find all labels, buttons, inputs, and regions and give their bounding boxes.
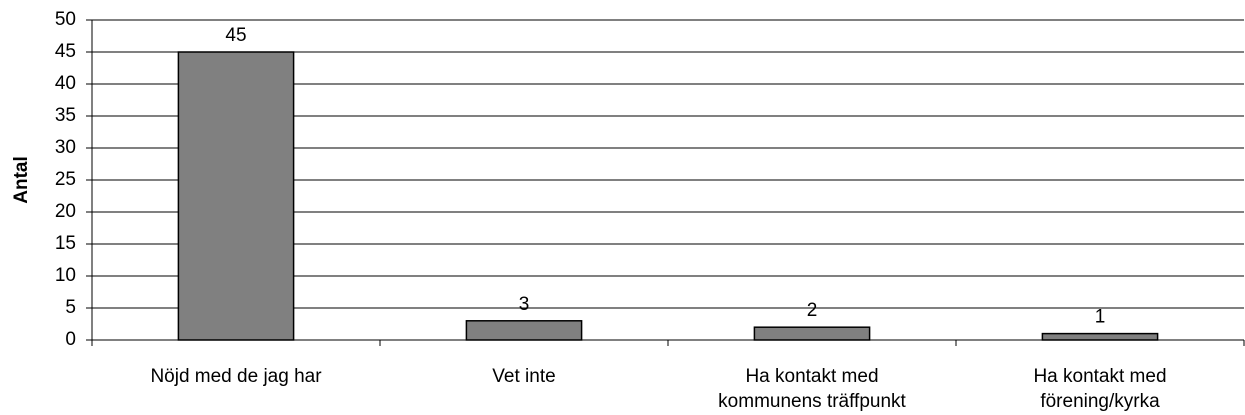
y-tick-label: 5	[65, 297, 76, 318]
data-label: 3	[519, 294, 530, 315]
bar	[753, 326, 871, 341]
x-tick-label: Ha kontakt med	[745, 366, 878, 387]
y-tick-label: 35	[55, 105, 76, 126]
y-tick-label: 15	[55, 233, 76, 254]
y-tick-label: 50	[55, 9, 76, 30]
data-label: 1	[1095, 307, 1106, 328]
x-tick-label: förening/kyrka	[1040, 391, 1160, 412]
x-tick-label: kommunens träffpunkt	[718, 391, 906, 412]
y-tick-label: 45	[55, 41, 76, 62]
y-tick-label: 10	[55, 265, 76, 286]
x-tick-label: Ha kontakt med	[1033, 366, 1166, 387]
y-tick-label: 30	[55, 137, 76, 158]
bar	[177, 51, 295, 341]
y-tick-label: 0	[65, 329, 76, 350]
y-tick-label: 25	[55, 169, 76, 190]
x-tick-label: Vet inte	[492, 366, 555, 387]
data-label: 2	[807, 300, 818, 321]
bar	[1041, 332, 1159, 341]
y-tick-label: 20	[55, 201, 76, 222]
x-tick-label: Nöjd med de jag har	[150, 366, 322, 387]
bar	[465, 320, 583, 341]
y-axis-label: Antal	[11, 156, 32, 204]
data-label: 45	[225, 25, 246, 46]
y-tick-label: 40	[55, 73, 76, 94]
